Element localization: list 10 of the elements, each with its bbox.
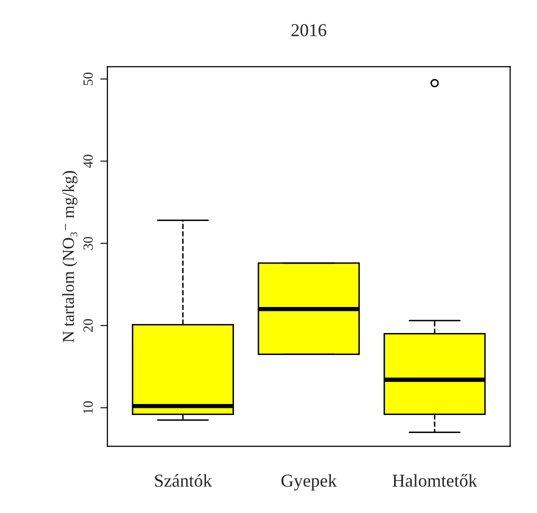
y-axis-title: N tartalom (NO₃⁻ mg/kg) [62,171,78,342]
y-tick-label: 40 [83,154,93,168]
x-tick-label: Szántók [155,474,212,487]
y-tick-label: 50 [83,72,93,86]
y-tick-label: 10 [83,401,93,414]
x-tick-label: Halomtetők [392,474,478,487]
chart-title: 2016 [292,24,326,36]
y-tick-label: 30 [83,236,93,250]
y-tick-label: 20 [83,319,93,332]
x-tick-label: Gyepek [281,474,337,491]
